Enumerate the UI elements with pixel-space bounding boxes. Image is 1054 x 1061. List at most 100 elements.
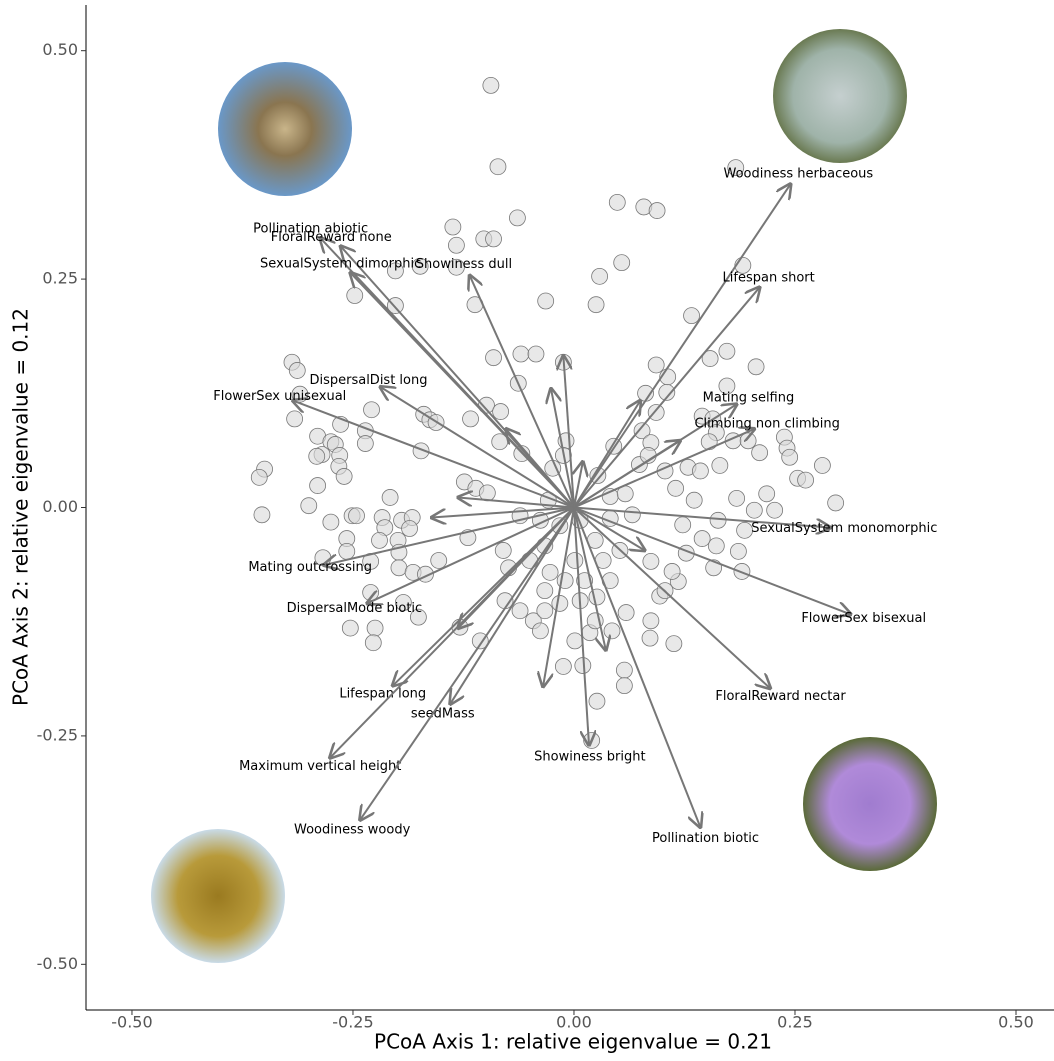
point xyxy=(448,258,465,276)
point xyxy=(751,444,769,462)
loading-arrow xyxy=(573,507,606,651)
point xyxy=(663,563,681,580)
arrow-label: DispersalDist long xyxy=(309,373,427,388)
arrow-label: FlowerSex unisexual xyxy=(213,389,346,404)
photo-herb xyxy=(773,29,907,163)
point xyxy=(485,349,502,367)
x-tick-label: 0.00 xyxy=(556,1013,592,1032)
point xyxy=(309,477,327,494)
point xyxy=(641,629,659,647)
point xyxy=(758,485,776,503)
point xyxy=(541,563,559,581)
loading-arrow xyxy=(450,506,575,704)
point xyxy=(494,542,512,559)
point xyxy=(709,511,727,529)
loading-arrow xyxy=(551,389,575,508)
loading-arrow xyxy=(573,507,700,828)
point xyxy=(492,403,510,420)
loading-arrow xyxy=(470,275,575,508)
point xyxy=(588,588,606,606)
plot-area: Woodiness herbaceous Lifespan short Pollin… xyxy=(213,77,937,846)
loading-arrow xyxy=(573,506,770,689)
arrow-label: Woodiness herbaceous xyxy=(724,167,874,182)
loading-arrow xyxy=(367,506,575,604)
point xyxy=(346,287,364,304)
point xyxy=(693,530,711,547)
arrow-label: Pollination abiotic xyxy=(253,222,368,237)
loading-arrow xyxy=(563,356,575,508)
point xyxy=(338,542,356,560)
loading-arrow xyxy=(573,429,754,509)
loading-arrow xyxy=(350,273,575,509)
point xyxy=(827,494,845,512)
loading-arrow xyxy=(573,506,830,528)
point xyxy=(736,521,753,539)
loading-arrow xyxy=(573,441,680,509)
arrow-label: Pollination biotic xyxy=(652,831,759,846)
arrow-label: FlowerSex bisexual xyxy=(801,611,926,626)
arrow-label: Woodiness woody xyxy=(294,822,411,837)
loading-arrow xyxy=(573,506,645,551)
point xyxy=(409,608,427,626)
loading-arrow xyxy=(380,387,575,509)
arrow-label: Climbing non climbing xyxy=(694,417,839,432)
x-tick-label: 0.25 xyxy=(777,1013,813,1032)
point xyxy=(364,634,382,652)
point xyxy=(747,358,765,376)
point xyxy=(250,468,268,486)
arrow-label: Mating selfing xyxy=(703,390,795,405)
point xyxy=(489,158,507,176)
point xyxy=(613,254,631,272)
point xyxy=(527,345,545,363)
x-tick-label: -0.50 xyxy=(111,1013,152,1032)
point xyxy=(554,658,572,675)
point xyxy=(286,410,304,428)
point xyxy=(401,520,418,537)
point xyxy=(615,677,633,695)
point xyxy=(448,236,465,254)
y-axis-label: PCoA Axis 2: relative eigenvalue = 0.12 xyxy=(9,308,33,706)
point xyxy=(482,77,500,94)
point xyxy=(288,362,306,379)
point xyxy=(387,262,404,280)
loading-arrow xyxy=(360,506,575,820)
point xyxy=(341,619,359,637)
point xyxy=(797,471,814,489)
point xyxy=(583,732,601,749)
point xyxy=(322,513,340,531)
point xyxy=(363,401,380,419)
point xyxy=(430,552,448,569)
point xyxy=(509,209,526,227)
point xyxy=(444,218,462,236)
arrow-label: Showiness bright xyxy=(534,750,645,765)
point xyxy=(667,479,685,497)
point xyxy=(691,462,709,480)
loading-arrow xyxy=(506,429,575,509)
loading-arrow xyxy=(574,462,583,508)
point xyxy=(411,257,429,275)
point xyxy=(356,435,374,452)
point xyxy=(711,457,729,474)
point xyxy=(617,604,635,621)
point xyxy=(566,552,584,569)
arrow-label: Mating outcrossing xyxy=(248,560,372,575)
arrow-label: FloralReward nectar xyxy=(715,689,846,704)
loading-arrow xyxy=(573,287,760,509)
arrow-label: DispersalMode biotic xyxy=(287,601,423,616)
loading-arrow xyxy=(573,401,640,509)
point xyxy=(591,267,609,285)
arrow-label: Showiness dull xyxy=(416,257,512,272)
y-tick-label: 0.50 xyxy=(42,40,78,59)
point xyxy=(253,506,271,524)
point xyxy=(623,506,641,524)
loading-arrow xyxy=(432,506,575,518)
point xyxy=(390,559,408,577)
loading-arrow xyxy=(543,507,575,687)
point xyxy=(730,542,747,560)
arrow-label: SexualSystem monomorphic xyxy=(751,521,937,536)
point xyxy=(648,202,666,219)
point xyxy=(511,602,529,620)
point xyxy=(536,582,554,600)
